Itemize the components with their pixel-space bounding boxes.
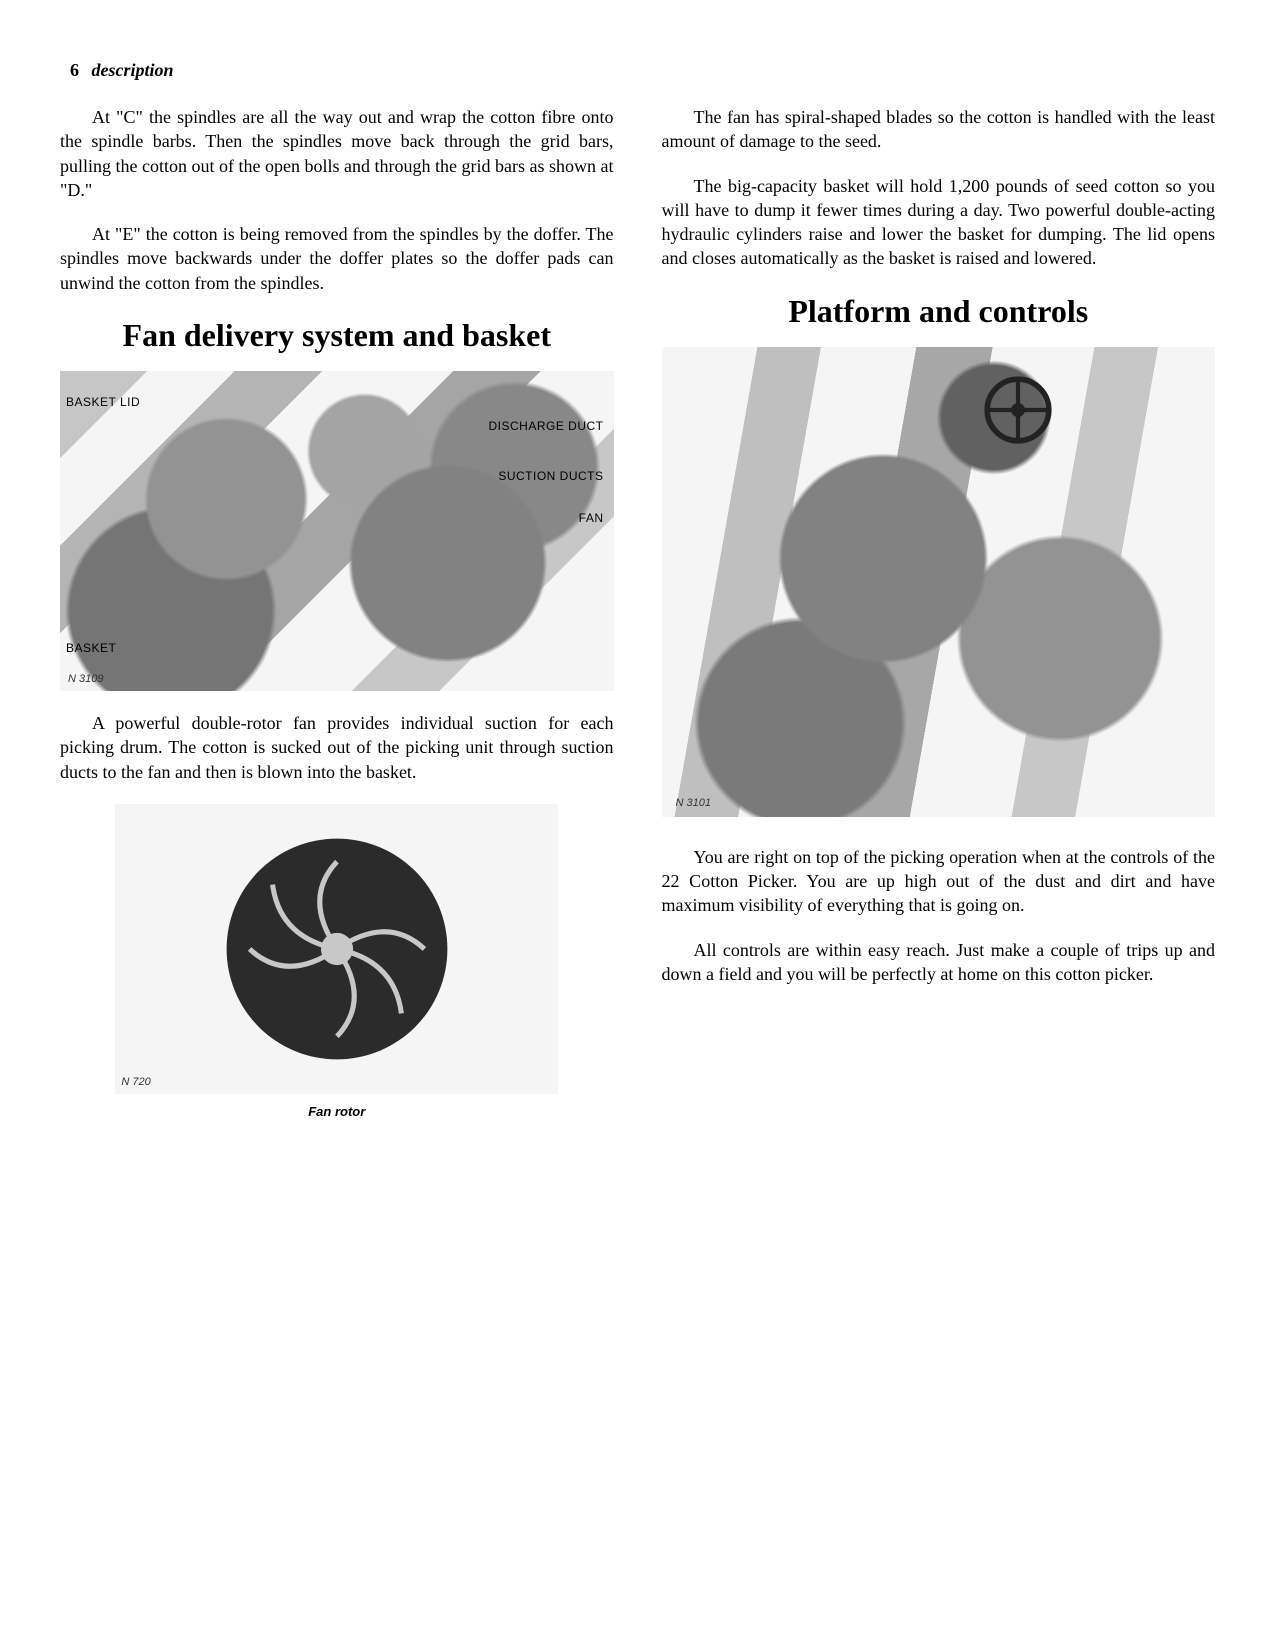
section-name: description [92,60,174,80]
figure-reference-number: N 720 [121,1076,150,1088]
right-column: The fan has spiral-shaped blades so the … [662,105,1216,1139]
section-title-platform-controls: Platform and controls [662,291,1216,331]
figure-image: N 720 [115,804,558,1094]
section-title-fan-delivery: Fan delivery system and basket [60,315,614,355]
figure-image: BASKET LID DISCHARGE DUCT SUCTION DUCTS … [60,371,614,691]
figure-reference-number: N 3101 [676,797,711,809]
fan-rotor-icon [222,834,452,1064]
body-paragraph: The big-capacity basket will hold 1,200 … [662,174,1216,271]
figure-reference-number: N 3109 [68,673,103,685]
figure-platform-controls: N 3101 [662,347,1216,817]
body-paragraph: At "C" the spindles are all the way out … [60,105,614,202]
callout-basket-lid: BASKET LID [66,395,140,409]
callout-discharge-duct: DISCHARGE DUCT [488,419,603,433]
callout-suction-ducts: SUCTION DUCTS [498,469,603,483]
running-header: 6 description [60,60,1215,81]
body-paragraph: A powerful double-rotor fan provides ind… [60,711,614,784]
left-column: At "C" the spindles are all the way out … [60,105,614,1139]
page-number: 6 [70,60,79,80]
figure-fan-delivery-system: BASKET LID DISCHARGE DUCT SUCTION DUCTS … [60,371,614,691]
figure-fan-rotor: N 720 Fan rotor [60,804,614,1119]
body-paragraph: The fan has spiral-shaped blades so the … [662,105,1216,154]
body-paragraph: You are right on top of the picking oper… [662,845,1216,918]
figure-image: N 3101 [662,347,1216,817]
body-paragraph: All controls are within easy reach. Just… [662,938,1216,987]
two-column-layout: At "C" the spindles are all the way out … [60,105,1215,1139]
callout-fan: FAN [579,511,604,525]
mechanical-illustration-icon [662,347,1216,817]
figure-caption: Fan rotor [60,1104,614,1119]
body-paragraph: At "E" the cotton is being removed from … [60,222,614,295]
page: 6 description At "C" the spindles are al… [0,0,1275,1199]
steering-wheel-icon [983,375,1053,445]
callout-basket: BASKET [66,641,116,655]
